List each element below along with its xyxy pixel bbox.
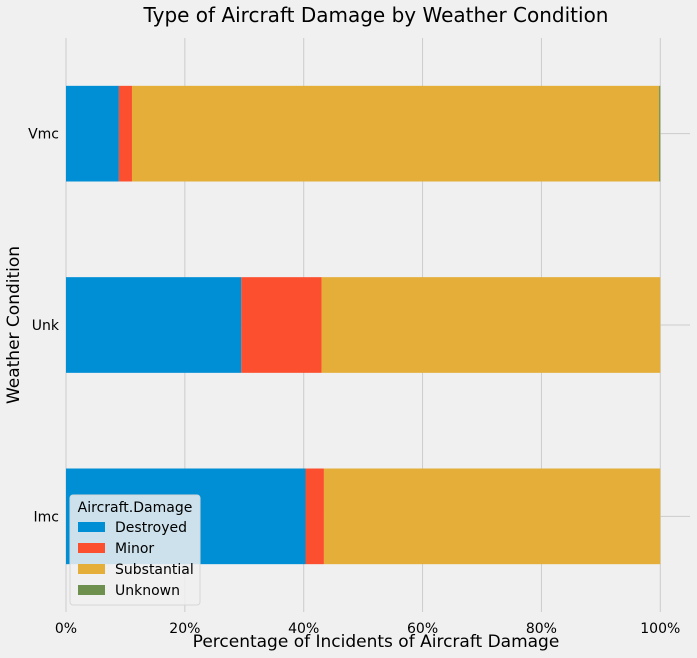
bar-substantial-vmc	[131, 85, 660, 182]
legend-swatch	[78, 585, 105, 595]
legend-swatch	[78, 564, 105, 574]
bar-minor-imc	[305, 468, 324, 565]
tick-labels: 0% 20% 40% 60% 80% 100% Imc Unk Vmc	[28, 127, 680, 637]
bar-minor-vmc	[118, 85, 132, 182]
legend-label: Unknown	[115, 583, 180, 599]
legend-items: Destroyed Minor Substantial Unknown	[78, 520, 194, 599]
bars	[66, 85, 661, 565]
x-tick-label: 60%	[407, 621, 438, 637]
x-tick-label: 0%	[55, 621, 77, 637]
bar-substantial-imc	[323, 468, 661, 565]
legend-label: Minor	[115, 541, 154, 557]
y-axis-label: Weather Condition	[4, 246, 24, 404]
legend-title: Aircraft.Damage	[78, 500, 193, 516]
x-tick-label: 40%	[288, 621, 319, 637]
y-tick-label: Vmc	[28, 127, 59, 143]
bar-minor-unk	[241, 277, 322, 373]
x-tick-label: 80%	[526, 621, 557, 637]
x-axis-label: Percentage of Incidents of Aircraft Dama…	[193, 632, 560, 652]
legend-label: Destroyed	[115, 520, 187, 536]
bar-destroyed-unk	[66, 277, 242, 373]
y-tick-label: Unk	[32, 318, 60, 334]
legend-swatch	[78, 522, 105, 532]
x-tick-label: 100%	[640, 621, 680, 637]
bar-unknown-vmc	[659, 85, 661, 182]
legend-label: Substantial	[115, 562, 194, 578]
y-tick-label: Imc	[34, 509, 59, 525]
bar-substantial-unk	[321, 277, 661, 373]
chart-title: Type of Aircraft Damage by Weather Condi…	[143, 3, 609, 27]
bar-destroyed-vmc	[66, 85, 119, 182]
legend: Aircraft.Damage Destroyed Minor Substantia…	[69, 494, 201, 606]
x-tick-label: 20%	[169, 621, 200, 637]
legend-swatch	[78, 543, 105, 553]
